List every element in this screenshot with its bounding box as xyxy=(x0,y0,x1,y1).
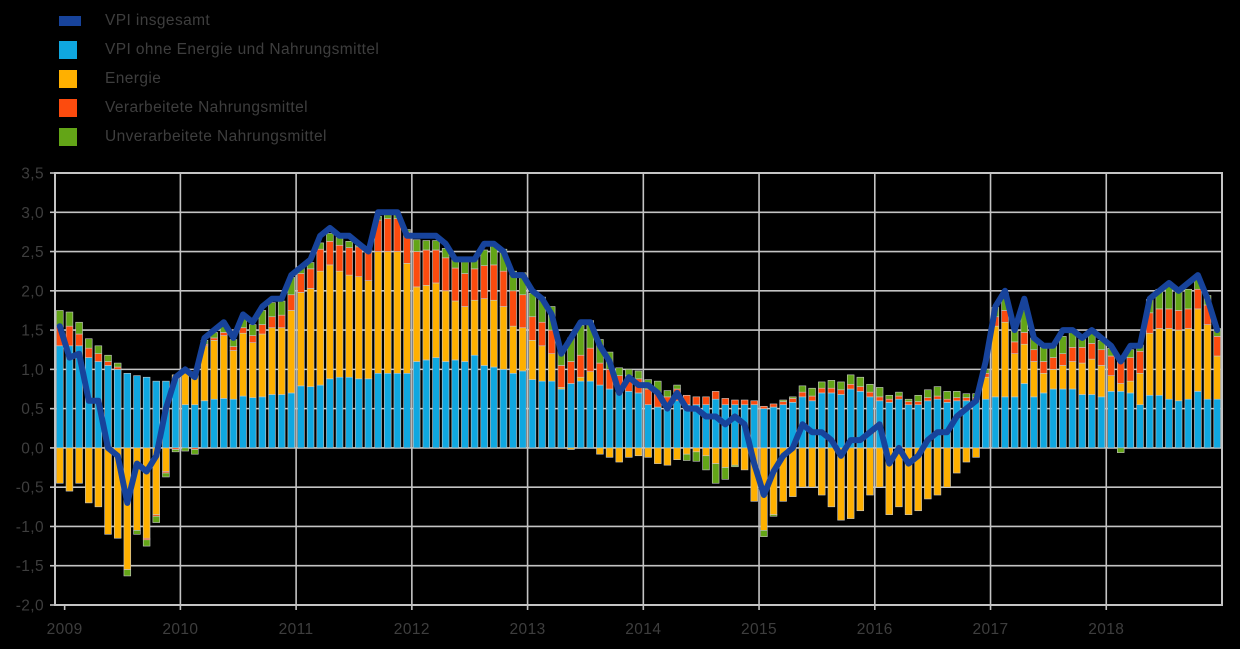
y-tick-label: 1,0 xyxy=(21,362,44,379)
y-tick-label: -2,0 xyxy=(16,598,44,615)
x-tick-label: 2010 xyxy=(162,621,198,638)
y-tick-label: 1,5 xyxy=(21,323,44,340)
y-axis-labels: 3,5 3,0 2,5 2,0 1,5 1,0 0,5 0,0 -0,5 -1,0 -1,5 -2,0 xyxy=(16,166,44,615)
square-swatch-icon xyxy=(59,98,77,117)
x-axis-labels: 2009 2010 2011 2012 2013 2014 2015 2016 2017 2018 xyxy=(47,621,1124,638)
line-swatch-icon xyxy=(59,15,81,26)
y-tick-label: -1,0 xyxy=(16,519,44,536)
legend-label: Energie xyxy=(105,69,162,87)
y-tick-label: -1,5 xyxy=(16,558,44,575)
x-tick-label: 2011 xyxy=(279,621,314,638)
y-tick-label: -0,5 xyxy=(16,480,44,497)
legend-item-vpi-insgesamt: VPI insgesamt xyxy=(59,6,379,35)
legend-label: Unverarbeitete Nahrungsmittel xyxy=(105,127,327,145)
x-tick-label: 2017 xyxy=(972,621,1008,638)
legend-item-energie: Energie xyxy=(59,64,379,93)
x-tick-label: 2015 xyxy=(741,621,777,638)
y-tick-label: 3,5 xyxy=(21,166,44,183)
legend-item-kerninflation: VPI ohne Energie und Nahrungsmittel xyxy=(59,35,379,64)
y-tick-label: 0,0 xyxy=(21,440,44,457)
legend-item-verarbeitete-nahrungsmittel: Verarbeitete Nahrungsmittel xyxy=(59,93,379,122)
y-tick-label: 2,5 xyxy=(21,244,44,261)
legend-label: Verarbeitete Nahrungsmittel xyxy=(105,98,308,116)
y-tick-label: 2,0 xyxy=(21,283,44,300)
x-tick-label: 2016 xyxy=(857,621,893,638)
square-swatch-icon xyxy=(59,127,77,146)
x-tick-label: 2013 xyxy=(510,621,546,638)
x-tick-label: 2018 xyxy=(1088,621,1124,638)
x-tick-label: 2012 xyxy=(394,621,430,638)
y-tick-label: 3,0 xyxy=(21,205,44,222)
x-tick-label: 2009 xyxy=(47,621,83,638)
legend-label: VPI insgesamt xyxy=(105,11,211,29)
x-tick-label: 2014 xyxy=(625,621,661,638)
square-swatch-icon xyxy=(59,69,77,88)
square-swatch-icon xyxy=(59,40,77,59)
legend: VPI insgesamt VPI ohne Energie und Nahru… xyxy=(59,6,379,151)
legend-item-unverarbeitete-nahrungsmittel: Unverarbeitete Nahrungsmittel xyxy=(59,122,379,151)
y-tick-label: 0,5 xyxy=(21,401,44,418)
axis-ticks xyxy=(50,172,1108,610)
legend-label: VPI ohne Energie und Nahrungsmittel xyxy=(105,40,380,58)
